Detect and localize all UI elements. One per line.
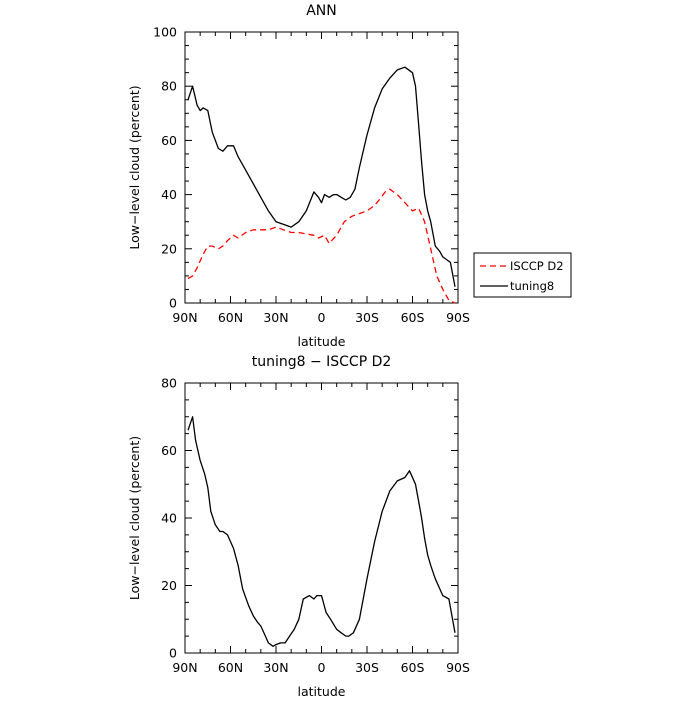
- x-tick-label: 60N: [218, 660, 243, 675]
- x-tick-label: 60S: [401, 660, 425, 675]
- y-tick-label: 60: [161, 133, 177, 148]
- plot-frame: [184, 382, 459, 654]
- chart-title: ANN: [306, 3, 337, 19]
- y-tick-label: 40: [161, 187, 177, 202]
- x-axis-label: latitude: [298, 684, 346, 699]
- x-tick-label: 90S: [446, 310, 470, 325]
- x-tick-label: 90S: [446, 660, 470, 675]
- y-tick-label: 80: [161, 376, 177, 391]
- y-tick-label: 0: [169, 646, 177, 661]
- x-tick-label: 90N: [172, 660, 197, 675]
- chart-title: tuning8 − ISCCP D2: [252, 354, 392, 370]
- plot-frame: [184, 31, 459, 304]
- legend-label: ISCCP D2: [510, 259, 564, 273]
- x-axis-label: latitude: [298, 334, 346, 349]
- y-tick-label: 40: [161, 511, 177, 526]
- x-tick-label: 0: [318, 660, 326, 675]
- legend-box: [473, 252, 572, 298]
- x-tick-label: 60N: [218, 310, 243, 325]
- x-tick-label: 60S: [401, 310, 425, 325]
- x-tick-label: 30N: [263, 310, 288, 325]
- x-tick-label: 30S: [355, 660, 379, 675]
- x-tick-label: 90N: [172, 310, 197, 325]
- series-line-tuning8: [187, 66, 456, 287]
- chart-panel-top: ANN 90N 60N 30N 0 30S 60S 90S 0 20 40 60 80 100 latitu…: [127, 3, 572, 349]
- y-tick-label: 20: [161, 241, 177, 256]
- series-line-isccp-d2: [187, 188, 456, 304]
- x-tick-label: 0: [318, 310, 326, 325]
- y-tick-label: 20: [161, 578, 177, 593]
- y-tick-label: 100: [153, 25, 177, 40]
- y-axis-label: Low−level cloud (percent): [127, 85, 142, 249]
- x-tick-label: 30S: [355, 310, 379, 325]
- y-tick-label: 80: [161, 79, 177, 94]
- y-axis-label: Low−level cloud (percent): [127, 436, 142, 600]
- y-tick-label: 60: [161, 443, 177, 458]
- x-tick-label: 30N: [263, 660, 288, 675]
- legend: ISCCP D2 tuning8: [473, 252, 572, 298]
- legend-label: tuning8: [510, 279, 554, 293]
- chart-panel-bottom: tuning8 − ISCCP D2 90N 60N 30N 0 30S 60S 90S 0 20…: [127, 354, 470, 699]
- series-line: [187, 416, 456, 647]
- y-tick-label: 0: [169, 296, 177, 311]
